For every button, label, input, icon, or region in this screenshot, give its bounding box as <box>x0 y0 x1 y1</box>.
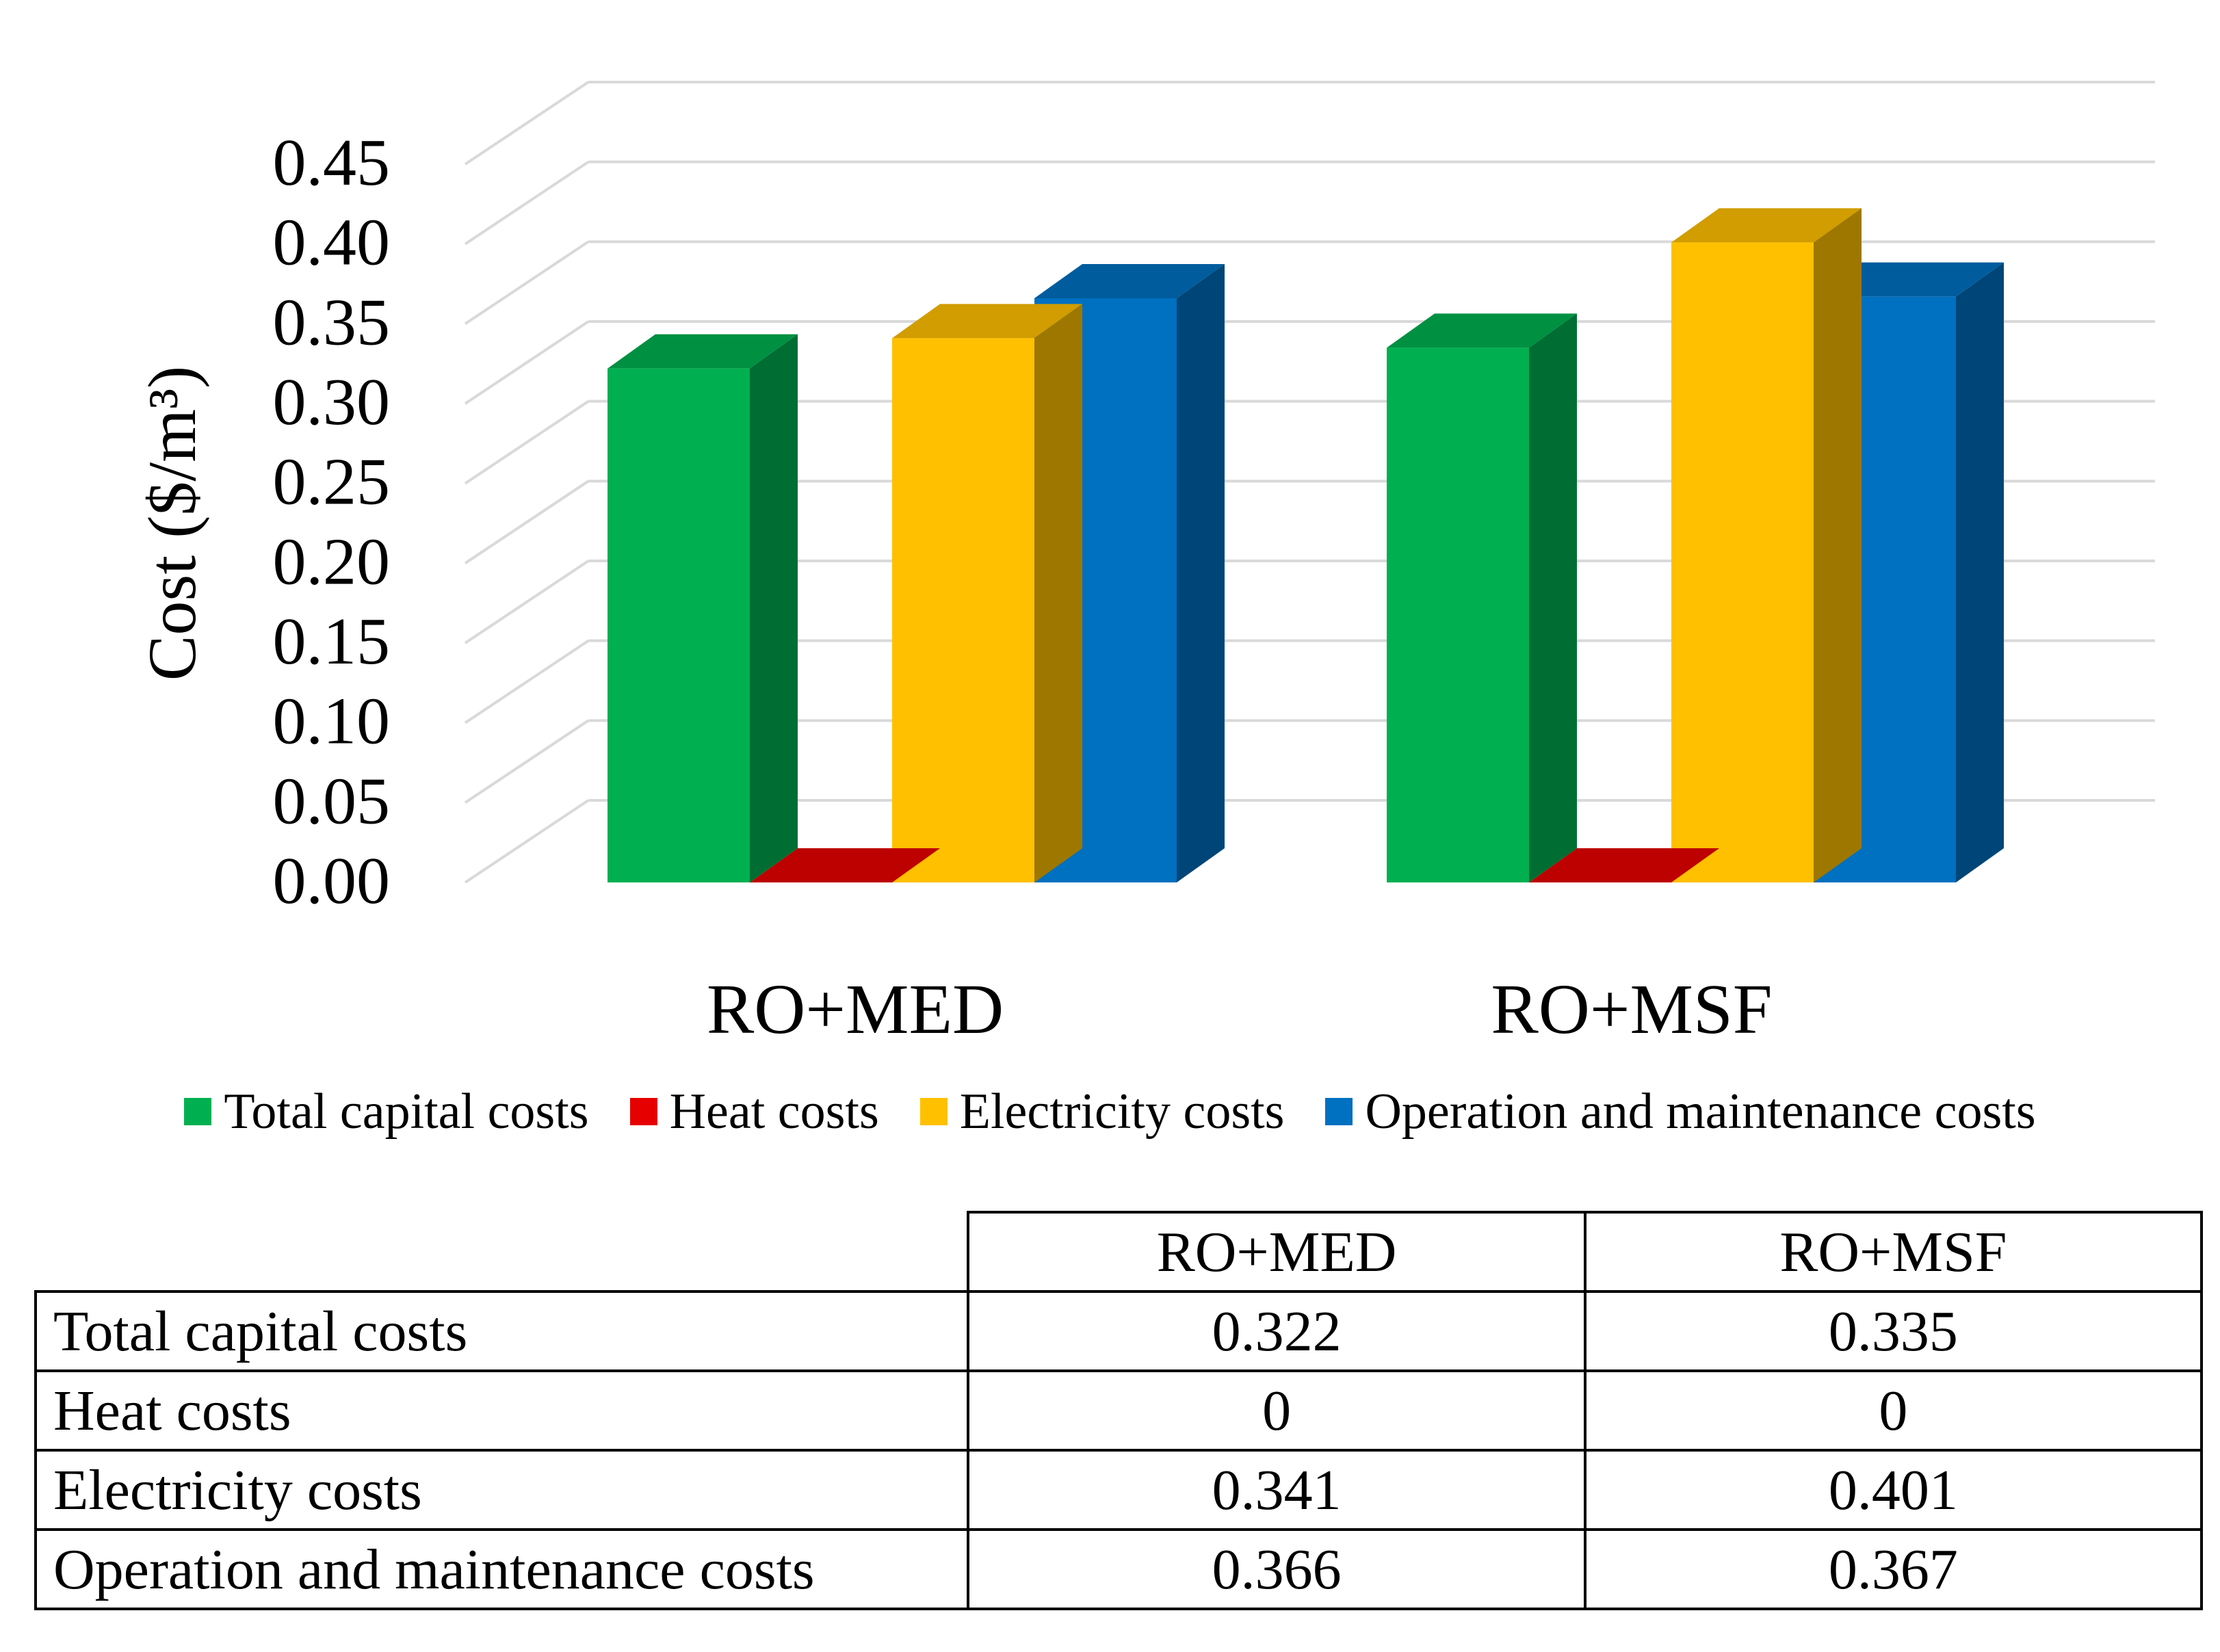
table-row: Electricity costs 0.341 0.401 <box>34 1449 2204 1531</box>
table-cell: 0.366 <box>967 1528 1586 1610</box>
axis-labels: 0.000.050.100.150.200.250.300.350.400.45… <box>134 126 1773 1049</box>
bar <box>750 848 940 882</box>
bar-top <box>1671 208 1862 243</box>
bar-side <box>1956 262 2004 883</box>
gridline-depth <box>464 400 590 485</box>
table-row: Operation and maintenance costs 0.366 0.… <box>34 1528 2204 1610</box>
gridline-depth <box>464 480 590 564</box>
gridline-depth <box>464 640 590 724</box>
y-axis-label: Cost ($/m³) <box>134 366 210 681</box>
bar <box>1671 208 1862 882</box>
legend-item-total-capital: Total capital costs <box>184 1083 589 1141</box>
table-cell: 0.322 <box>967 1290 1586 1372</box>
legend-swatch-operation <box>1325 1098 1353 1125</box>
bar-chart: 0.000.050.100.150.200.250.300.350.400.45… <box>134 81 2155 1049</box>
bar-top <box>1387 313 1577 348</box>
legend-item-electricity: Electricity costs <box>919 1083 1285 1141</box>
table-header-row: RO+MED RO+MSF <box>36 1211 2204 1293</box>
bar <box>608 334 798 883</box>
bar-front <box>608 368 750 882</box>
gridline-depth <box>464 560 590 644</box>
table-row-label: Operation and maintenance costs <box>34 1528 970 1610</box>
table-row-label: Heat costs <box>34 1369 970 1452</box>
bar-top <box>608 334 798 369</box>
legend-item-operation: Operation and maintenance costs <box>1325 1083 2036 1141</box>
bar-side <box>1177 264 1225 882</box>
bar-side <box>750 334 798 883</box>
legend-item-heat: Heat costs <box>629 1083 879 1141</box>
table-col-header: RO+MSF <box>1583 1211 2204 1293</box>
y-tick-label: 0.25 <box>273 445 391 519</box>
bar-top <box>1529 848 1719 882</box>
y-tick-label: 0.20 <box>273 525 391 599</box>
bar-side <box>1814 208 1862 882</box>
y-tick-label: 0.30 <box>273 365 391 439</box>
x-category-label: RO+MED <box>707 970 1004 1049</box>
data-table: RO+MED RO+MSF Total capital costs 0.322 … <box>34 1211 2204 1610</box>
y-tick-label: 0.10 <box>273 685 391 759</box>
gridline-depth <box>464 161 590 246</box>
y-tick-label: 0.15 <box>273 605 391 679</box>
bar-front <box>1671 242 1814 882</box>
legend-label-heat: Heat costs <box>669 1083 879 1140</box>
table-cell: 0.335 <box>1583 1290 2204 1372</box>
bar-top <box>750 848 940 882</box>
legend-swatch-heat <box>629 1098 657 1125</box>
table-row-label: Electricity costs <box>34 1449 970 1531</box>
table-cell: 0 <box>1583 1369 2204 1452</box>
legend-swatch-electricity <box>919 1098 948 1125</box>
legend: Total capital costs Heat costs Electrici… <box>0 1081 2220 1142</box>
y-tick-label: 0.40 <box>273 206 391 280</box>
x-category-label: RO+MSF <box>1491 970 1772 1049</box>
gridline-depth <box>464 320 590 405</box>
bar-front <box>892 338 1034 882</box>
table-row: Total capital costs 0.322 0.335 <box>34 1290 2204 1372</box>
table-row: Heat costs 0 0 <box>34 1369 2204 1452</box>
table-col-header: RO+MED <box>967 1211 1586 1293</box>
legend-label-operation: Operation and maintenance costs <box>1365 1083 2036 1140</box>
table-cell: 0.341 <box>967 1449 1586 1531</box>
gridline-depth <box>464 799 590 884</box>
gridline-depth <box>464 240 590 325</box>
bar <box>1529 848 1719 882</box>
bar <box>892 304 1082 882</box>
table-corner <box>36 1212 968 1292</box>
table-row-label: Total capital costs <box>34 1290 970 1372</box>
y-tick-label: 0.00 <box>273 844 391 918</box>
bar-top <box>1034 264 1225 298</box>
y-tick-label: 0.45 <box>273 126 391 200</box>
bar-front <box>1387 348 1529 882</box>
table-cell: 0 <box>967 1369 1586 1452</box>
bar-side <box>1034 304 1082 882</box>
bar-side <box>1529 313 1577 882</box>
bar-top <box>892 304 1082 339</box>
bars <box>608 208 2004 883</box>
bar <box>1387 313 1577 882</box>
table-cell: 0.367 <box>1583 1528 2204 1610</box>
gridline-depth <box>464 81 590 166</box>
table-cell: 0.401 <box>1583 1449 2204 1531</box>
y-tick-label: 0.05 <box>273 764 391 838</box>
legend-label-electricity: Electricity costs <box>959 1083 1285 1140</box>
legend-swatch-total-capital <box>184 1098 212 1125</box>
y-tick-label: 0.35 <box>273 285 391 359</box>
gridline-depth <box>464 719 590 804</box>
legend-label-total-capital: Total capital costs <box>224 1083 589 1140</box>
